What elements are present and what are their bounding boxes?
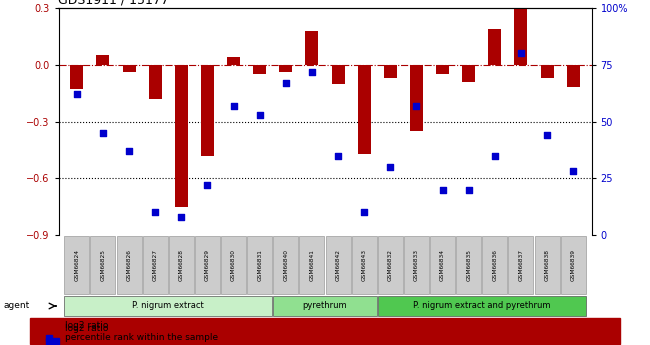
Point bbox=[385, 164, 395, 170]
FancyBboxPatch shape bbox=[378, 296, 586, 316]
FancyBboxPatch shape bbox=[378, 236, 403, 294]
Point bbox=[542, 132, 552, 138]
Bar bbox=[175, 65, 188, 207]
Bar bbox=[280, 65, 292, 72]
Bar bbox=[436, 65, 449, 74]
FancyBboxPatch shape bbox=[116, 236, 142, 294]
Text: GSM66842: GSM66842 bbox=[335, 249, 341, 281]
Text: pyrethrum: pyrethrum bbox=[303, 302, 347, 310]
Bar bbox=[541, 65, 554, 78]
Point bbox=[411, 103, 422, 108]
Text: GSM66840: GSM66840 bbox=[283, 249, 289, 281]
Bar bbox=[462, 65, 475, 82]
Text: agent: agent bbox=[3, 302, 29, 310]
Point bbox=[228, 103, 239, 108]
Text: log2 ratio: log2 ratio bbox=[65, 321, 109, 330]
Text: GSM66830: GSM66830 bbox=[231, 249, 236, 281]
Point bbox=[489, 153, 500, 158]
Text: GSM66836: GSM66836 bbox=[492, 249, 497, 281]
Text: P. nigrum extract: P. nigrum extract bbox=[133, 302, 204, 310]
Text: GSM66843: GSM66843 bbox=[361, 249, 367, 281]
Text: GSM66837: GSM66837 bbox=[519, 249, 523, 281]
Point bbox=[463, 187, 474, 193]
Bar bbox=[149, 65, 162, 99]
Text: GSM66829: GSM66829 bbox=[205, 249, 210, 281]
FancyBboxPatch shape bbox=[456, 236, 481, 294]
Point bbox=[437, 187, 448, 193]
Point bbox=[98, 130, 108, 136]
Point bbox=[359, 209, 369, 215]
FancyBboxPatch shape bbox=[300, 236, 324, 294]
Text: GSM66825: GSM66825 bbox=[100, 249, 105, 281]
Point bbox=[72, 91, 82, 97]
Point bbox=[333, 153, 343, 158]
Text: GSM66826: GSM66826 bbox=[127, 249, 131, 281]
Text: GDS1911 / 15177: GDS1911 / 15177 bbox=[58, 0, 170, 7]
FancyBboxPatch shape bbox=[561, 236, 586, 294]
Bar bbox=[70, 65, 83, 89]
Point bbox=[515, 51, 526, 56]
FancyBboxPatch shape bbox=[430, 236, 455, 294]
Text: GSM66831: GSM66831 bbox=[257, 249, 262, 281]
Text: GSM66834: GSM66834 bbox=[440, 249, 445, 281]
Text: GSM66824: GSM66824 bbox=[74, 249, 79, 281]
Bar bbox=[306, 31, 318, 65]
Point bbox=[176, 214, 187, 220]
Bar bbox=[488, 29, 501, 65]
Text: GSM66827: GSM66827 bbox=[153, 249, 158, 281]
Bar bbox=[514, 8, 528, 65]
Point bbox=[281, 80, 291, 86]
FancyBboxPatch shape bbox=[195, 236, 220, 294]
FancyBboxPatch shape bbox=[273, 236, 298, 294]
Point bbox=[255, 112, 265, 117]
Point bbox=[124, 148, 135, 154]
Text: GSM66835: GSM66835 bbox=[466, 249, 471, 281]
Text: log2 ratio: log2 ratio bbox=[65, 324, 109, 333]
FancyBboxPatch shape bbox=[482, 236, 508, 294]
Bar bbox=[253, 65, 266, 74]
FancyBboxPatch shape bbox=[534, 236, 560, 294]
Text: GSM66832: GSM66832 bbox=[388, 249, 393, 281]
Text: percentile rank within the sample: percentile rank within the sample bbox=[65, 334, 218, 343]
FancyBboxPatch shape bbox=[221, 236, 246, 294]
Text: P. nigrum extract and pyrethrum: P. nigrum extract and pyrethrum bbox=[413, 302, 551, 310]
Text: GSM66841: GSM66841 bbox=[309, 249, 315, 281]
Point bbox=[307, 69, 317, 74]
Bar bbox=[332, 65, 344, 84]
Text: GSM66839: GSM66839 bbox=[571, 249, 576, 281]
Bar bbox=[227, 57, 240, 65]
FancyBboxPatch shape bbox=[64, 296, 272, 316]
FancyBboxPatch shape bbox=[142, 236, 168, 294]
FancyBboxPatch shape bbox=[273, 296, 377, 316]
Bar bbox=[358, 65, 370, 154]
FancyBboxPatch shape bbox=[404, 236, 429, 294]
FancyBboxPatch shape bbox=[326, 236, 350, 294]
FancyBboxPatch shape bbox=[169, 236, 194, 294]
FancyBboxPatch shape bbox=[247, 236, 272, 294]
Point bbox=[202, 182, 213, 188]
Point bbox=[150, 209, 161, 215]
Bar bbox=[201, 65, 214, 156]
Bar bbox=[384, 65, 397, 78]
FancyBboxPatch shape bbox=[64, 236, 89, 294]
FancyBboxPatch shape bbox=[508, 236, 534, 294]
Text: GSM66838: GSM66838 bbox=[545, 249, 550, 281]
Bar bbox=[567, 65, 580, 87]
Bar bbox=[410, 65, 423, 131]
Text: GSM66828: GSM66828 bbox=[179, 249, 184, 281]
Bar bbox=[122, 65, 136, 72]
Point bbox=[568, 169, 578, 174]
Bar bbox=[96, 55, 109, 65]
Text: GSM66833: GSM66833 bbox=[414, 249, 419, 281]
FancyBboxPatch shape bbox=[90, 236, 116, 294]
FancyBboxPatch shape bbox=[352, 236, 377, 294]
